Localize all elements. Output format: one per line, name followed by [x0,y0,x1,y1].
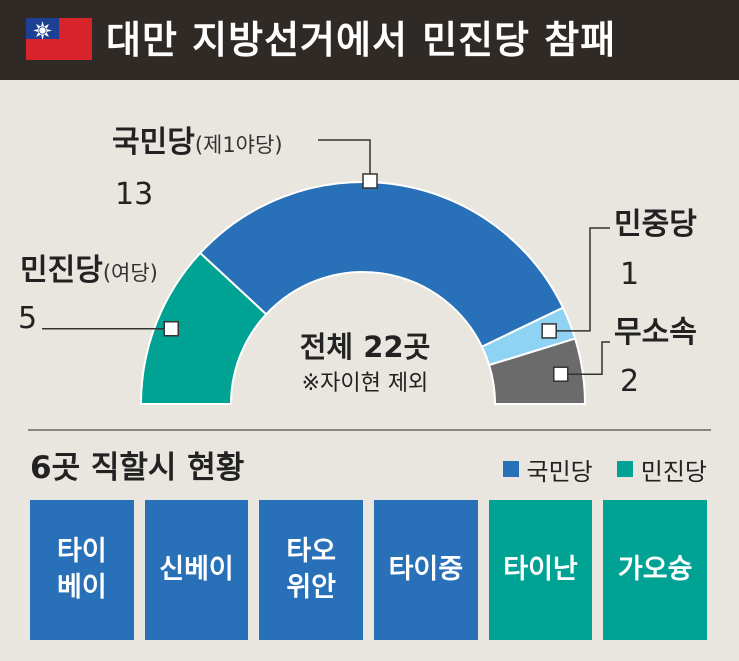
taiwan-flag-icon [26,18,92,60]
seat-segment [198,181,565,349]
header-bar: 대만 지방선거에서 민진당 참패 [0,0,739,80]
kmt-sub: (제1야당) [194,133,283,157]
city-card: 신베이 [144,500,249,640]
legend-item-dpp: 민진당 [616,452,707,487]
city-card: 타오 위안 [259,500,364,640]
tpp-label: 민중당 [614,207,697,242]
leader-line [318,139,371,181]
leader-marker [541,323,557,339]
legend-label-dpp: 민진당 [640,457,707,486]
city-card: 타이중 [374,500,478,640]
legend-item-kmt: 국민당 [502,452,593,487]
ind-seats: 2 [620,364,640,399]
page-title: 대만 지방선거에서 민진당 참패 [106,18,617,62]
section-title: 6곳 직할시 현황 [30,450,245,486]
leader-marker [553,366,569,382]
leader-line [560,341,610,375]
legend-swatch-kmt [502,461,519,477]
dpp-sub: (여당) [102,261,158,285]
seat-segment [487,337,587,405]
dpp-label: 민진당(여당) [20,254,158,290]
tpp-seats: 1 [620,257,640,292]
legend-swatch-dpp [616,461,633,477]
leader-marker [163,320,179,337]
kmt-name: 국민당 [112,125,195,160]
city-list: 타이 베이 신베이 타오 위안 타이중 타이난 가오슝 [30,500,708,640]
kmt-seats: 13 [115,177,154,212]
legend: 국민당 민진당 [502,452,707,487]
city-card: 가오슝 [603,500,708,640]
legend-label-kmt: 국민당 [526,457,593,486]
section-divider [28,429,711,431]
dpp-seats: 5 [18,301,38,336]
city-card: 타이난 [488,500,593,640]
dpp-name: 민진당 [20,253,103,288]
total-label: 전체 22곳 [299,330,431,364]
chart-note: ※자이현 제외 [301,371,429,396]
kmt-label: 국민당(제1야당) [112,126,283,162]
leader-marker [362,173,378,189]
leader-line [549,227,610,332]
city-card: 타이 베이 [30,500,134,640]
seat-chart [42,139,610,405]
ind-label: 무소속 [614,315,697,350]
